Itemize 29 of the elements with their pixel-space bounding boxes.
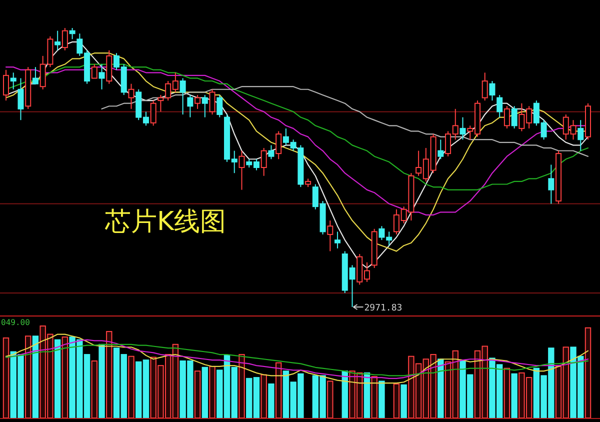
bar [378,380,385,418]
annotation: 2971.83 [364,304,402,314]
bar [268,383,274,418]
bar [62,336,68,418]
bar [194,370,201,418]
bar [511,373,518,418]
bar [54,339,61,418]
bar [238,354,245,418]
bar [91,360,98,418]
bar [438,358,444,418]
bar [209,366,216,418]
bar [128,356,134,418]
bar [2,337,10,418]
bar [98,344,105,418]
bar [371,376,378,418]
text: 芯片K线图 [104,207,226,237]
bar [584,327,592,418]
bar [393,383,400,418]
bar [275,362,282,418]
bar [25,336,32,418]
bar [32,336,39,418]
annotation: 049.00 [1,318,30,327]
bar [106,331,112,418]
bar [260,374,267,418]
bar [342,370,348,418]
bar [202,366,208,418]
bar [327,380,334,418]
bar [400,384,407,418]
bar [504,368,510,418]
